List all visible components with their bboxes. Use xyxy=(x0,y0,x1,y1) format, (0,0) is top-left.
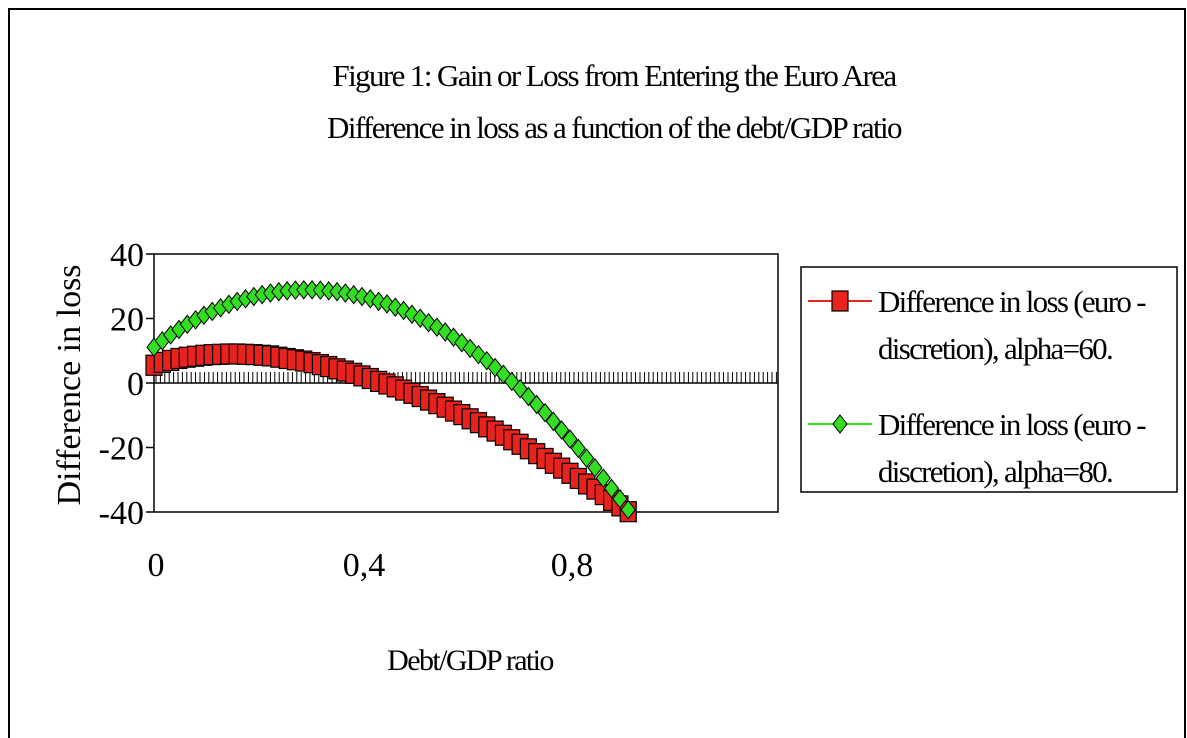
series-layer xyxy=(145,279,637,523)
chart-frame xyxy=(8,8,1186,738)
data-point xyxy=(603,478,620,499)
data-point xyxy=(612,488,628,509)
series-1 xyxy=(145,343,637,523)
chart-subtitle: Difference in loss as a function of the … xyxy=(327,110,902,145)
y-tick-label: 0 xyxy=(127,366,144,403)
legend-label: Difference in loss (euro -discretion), a… xyxy=(878,407,1146,489)
x-tick-label: 0,8 xyxy=(551,547,594,584)
legend-entry-2: Difference in loss (euro -discretion), a… xyxy=(808,407,1148,489)
legend-box xyxy=(800,266,1178,493)
legend-swatch-marker xyxy=(831,290,849,312)
y-tick-label: 20 xyxy=(110,302,144,339)
data-point xyxy=(595,468,611,488)
legend-swatch-marker xyxy=(832,414,848,434)
data-point xyxy=(587,458,603,478)
legend-label: Difference in loss (euro -discretion), a… xyxy=(878,284,1146,366)
data-point xyxy=(554,420,570,440)
data-point xyxy=(545,411,561,432)
y-axis-label: Difference in loss xyxy=(51,264,88,505)
y-tick-label: -40 xyxy=(99,495,144,532)
legend: Difference in loss (euro -discretion), a… xyxy=(800,266,1178,493)
data-point xyxy=(570,438,586,459)
legend-entry-1: Difference in loss (euro -discretion), a… xyxy=(808,284,1148,366)
y-axis: 40 20 0 -20 -40 xyxy=(99,237,154,532)
series-2 xyxy=(146,279,636,520)
x-tick-label: 0,4 xyxy=(343,547,386,584)
x-axis: 0 0,4 0,8 xyxy=(148,372,778,584)
data-point xyxy=(537,402,553,423)
data-point xyxy=(579,448,595,468)
y-tick-label: 40 xyxy=(110,237,144,274)
data-point xyxy=(620,499,636,520)
y-tick-label: -20 xyxy=(99,431,144,468)
x-tick-label: 0 xyxy=(148,547,165,584)
x-axis-label: Debt/GDP ratio xyxy=(387,644,553,677)
chart-title: Figure 1: Gain or Loss from Entering the… xyxy=(332,58,897,93)
data-point xyxy=(562,429,578,449)
